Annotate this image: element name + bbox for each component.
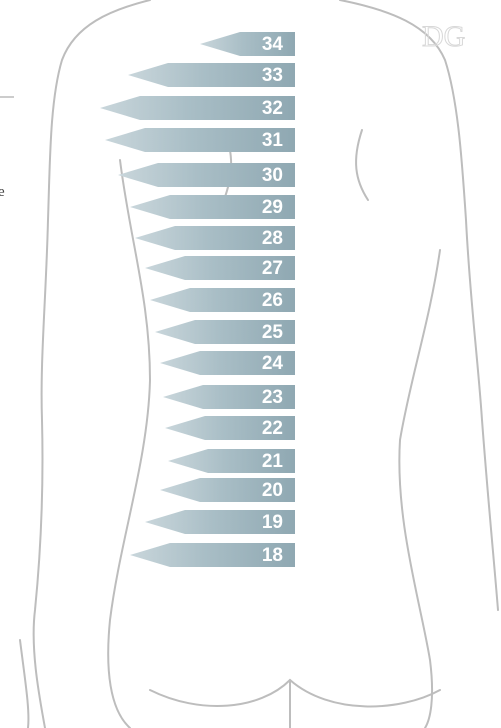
size-band: 21: [168, 449, 295, 473]
size-band: 22: [165, 416, 295, 440]
size-band: 18: [130, 543, 295, 567]
band-label: 32: [262, 98, 283, 119]
size-band: 31: [105, 128, 295, 152]
size-band: 25: [155, 320, 295, 344]
band-label: 18: [262, 545, 283, 566]
band-label: 24: [262, 353, 284, 374]
band-label: 28: [262, 228, 283, 249]
band-label: 26: [262, 290, 283, 311]
band-label: 23: [262, 387, 283, 408]
size-band: 23: [163, 385, 295, 409]
size-band: 32: [100, 96, 295, 120]
band-label: 25: [262, 322, 284, 343]
logo: DG: [422, 20, 465, 53]
band-label: 27: [262, 258, 283, 279]
size-band: 30: [118, 163, 295, 187]
size-band: 33: [128, 63, 295, 87]
size-band: 29: [130, 195, 295, 219]
size-band: 20: [160, 478, 295, 502]
band-label: 34: [262, 34, 284, 55]
size-bands: 34 33 32 31 30 29 28 27 26 25 24 23 22 21 20 19 18: [100, 32, 295, 567]
band-label: 21: [262, 451, 284, 472]
size-band: 34: [200, 32, 295, 56]
size-band: 24: [160, 351, 295, 375]
page: {"logo": "DG", "side_text": "e", "bands"…: [0, 0, 501, 728]
band-label: 30: [262, 165, 283, 186]
band-label: 22: [262, 418, 283, 439]
diagram: DG e 34 33 32 31 30 29 28 27 26 25 24 23 22 21 20 19 18: [0, 0, 501, 728]
size-band: 27: [145, 256, 295, 280]
band-label: 19: [262, 512, 283, 533]
size-band: 19: [145, 510, 295, 534]
size-band: 28: [135, 226, 295, 250]
band-label: 20: [262, 480, 283, 501]
size-band: 26: [150, 288, 295, 312]
band-label: 29: [262, 197, 283, 218]
side-text: e: [0, 184, 5, 200]
band-label: 31: [262, 130, 284, 151]
band-label: 33: [262, 65, 283, 86]
